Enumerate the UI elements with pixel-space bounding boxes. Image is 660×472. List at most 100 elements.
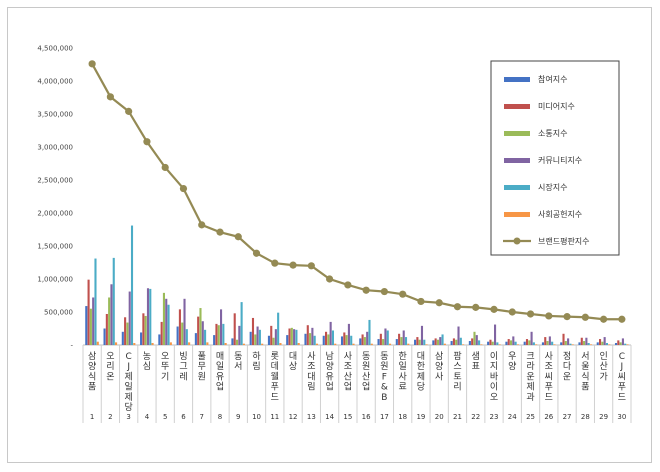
bar-사회공헌지수 [224, 343, 227, 345]
bar-시장지수 [258, 329, 261, 345]
chart-frame: - 500,000 1,000,000 1,500,000 2,000,000 2,500… [7, 7, 652, 463]
bar-미디어지수 [361, 334, 364, 345]
legend-label: 미디어지수 [538, 101, 575, 111]
y-tick-label: 500,000 [44, 309, 73, 317]
legend-swatch [504, 131, 530, 136]
bar-참여지수 [194, 333, 197, 345]
bar-커뮤니티지수 [183, 298, 186, 345]
bar-시장지수 [441, 334, 444, 345]
y-tick-label: - [70, 342, 73, 350]
bar-소통지수 [235, 339, 239, 345]
bar-소통지수 [254, 334, 257, 345]
bar-사회공헌지수 [370, 343, 373, 345]
bar-커뮤니티지수 [402, 330, 405, 345]
bar-사회공헌지수 [115, 342, 118, 345]
bar-미디어지수 [178, 309, 181, 345]
y-tick-label: 3,000,000 [37, 144, 73, 152]
bar-참여지수 [231, 338, 234, 345]
bar-시장지수 [204, 329, 207, 345]
bar-사회공헌지수 [608, 344, 611, 345]
bar-사회공헌지수 [279, 343, 282, 345]
point-브랜드평판지수 [179, 184, 188, 193]
bar-시장지수 [130, 225, 134, 345]
y-tick-label: 1,000,000 [37, 276, 73, 284]
bar-참여지수 [322, 335, 325, 345]
bar-참여지수 [103, 328, 106, 345]
bar-소통지수 [382, 339, 385, 345]
bar-시장지수 [94, 258, 97, 345]
point-브랜드평판지수 [198, 221, 206, 229]
category-rank: 17 [380, 413, 389, 421]
bar-소통지수 [162, 292, 165, 345]
bar-미디어지수 [105, 313, 108, 345]
bar-커뮤니티지수 [457, 326, 460, 345]
category-rank: 29 [599, 413, 608, 421]
bar-미디어지수 [306, 325, 309, 345]
bar-커뮤니티지수 [220, 309, 223, 345]
bar-커뮤니티지수 [621, 338, 624, 345]
bar-커뮤니티지수 [92, 297, 95, 345]
bar-시장지수 [313, 335, 316, 345]
bar-소통지수 [144, 315, 147, 345]
bar-시장지수 [368, 319, 371, 345]
legend-swatch [504, 104, 530, 109]
bar-커뮤니티지수 [475, 335, 478, 345]
bar-사회공헌지수 [571, 344, 574, 345]
bar-미디어지수 [507, 339, 510, 345]
bar-미디어지수 [142, 313, 145, 345]
point-브랜드평판지수 [380, 287, 388, 296]
bar-참여지수 [267, 335, 270, 345]
bar-사회공헌지수 [535, 344, 538, 345]
bar-사회공헌지수 [480, 344, 483, 345]
bar-소통지수 [108, 297, 111, 345]
bar-시장지수 [240, 302, 243, 345]
category-rank: 15 [343, 413, 352, 421]
bar-사회공헌지수 [626, 344, 629, 345]
bar-시장지수 [423, 339, 426, 345]
bar-사회공헌지수 [516, 344, 519, 345]
point-브랜드평판지수 [545, 312, 553, 320]
legend-label: 브랜드평판지수 [538, 236, 590, 246]
category-rank: 25 [526, 413, 535, 421]
bar-참여지수 [614, 343, 618, 345]
bar-미디어지수 [525, 339, 529, 345]
y-tick-label: 4,000,000 [37, 78, 73, 86]
bar-커뮤니티지수 [274, 329, 277, 345]
y-tick-label: 2,500,000 [37, 177, 73, 185]
bar-참여지수 [505, 341, 508, 345]
bar-커뮤니티지수 [366, 331, 369, 345]
bar-참여지수 [596, 342, 599, 345]
bar-커뮤니티지수 [585, 337, 588, 345]
bar-시장지수 [386, 330, 389, 345]
bar-커뮤니티지수 [512, 336, 515, 345]
bar-소통지수 [126, 322, 129, 345]
bar-참여지수 [121, 331, 124, 345]
bar-미디어지수 [233, 313, 236, 345]
point-브랜드평판지수 [435, 299, 443, 307]
bar-커뮤니티지수 [494, 324, 497, 345]
bar-참여지수 [541, 342, 544, 345]
category-rank: 7 [199, 413, 203, 421]
bar-참여지수 [249, 331, 252, 345]
bar-시장지수 [551, 341, 554, 345]
bar-커뮤니티지수 [110, 284, 113, 345]
bar-커뮤니티지수 [439, 337, 442, 345]
bar-미디어지수 [398, 333, 401, 345]
bar-미디어지수 [452, 338, 455, 345]
bar-커뮤니티지수 [128, 291, 131, 345]
bar-소통지수 [272, 337, 275, 345]
bar-참여지수 [377, 339, 380, 345]
bar-시장지수 [112, 257, 115, 345]
category-rank: 30 [617, 413, 626, 421]
y-tick-label: 2,000,000 [37, 210, 73, 218]
bar-사회공헌지수 [151, 343, 154, 345]
bar-참여지수 [578, 342, 581, 345]
legend-label: 시장지수 [538, 182, 567, 192]
